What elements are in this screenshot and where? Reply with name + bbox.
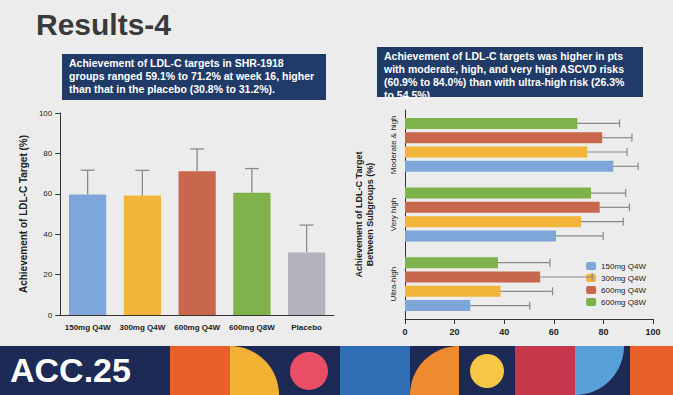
- svg-text:0: 0: [48, 311, 53, 320]
- svg-text:Between Subgroups (%): Between Subgroups (%): [365, 163, 375, 267]
- html-text:Achievement of LDL-C targets i: Achievement of LDL-C targets in SHR-1918…: [69, 57, 315, 96]
- svg-text:100: 100: [645, 327, 660, 337]
- svg-text:80: 80: [598, 327, 608, 337]
- svg-text:600mg Q8W: 600mg Q8W: [229, 323, 275, 332]
- svg-text:Achievement of LDL-C Target (%: Achievement of LDL-C Target (%): [18, 135, 29, 293]
- html-text:Results-4: Results-4: [36, 8, 171, 41]
- svg-text:300mg Q4W: 300mg Q4W: [119, 323, 165, 332]
- svg-text:600mg Q4W: 600mg Q4W: [601, 286, 646, 295]
- svg-text:600mg Q8W: 600mg Q8W: [601, 298, 646, 307]
- svg-text:Very high: Very high: [389, 198, 398, 231]
- svg-text:60: 60: [43, 189, 52, 198]
- html-text:ACC.25: ACC.25: [10, 351, 131, 389]
- svg-text:150mg Q4W: 150mg Q4W: [601, 262, 646, 271]
- svg-text:80: 80: [43, 149, 52, 158]
- svg-text:Achievement of LDL-C Target: Achievement of LDL-C Target: [354, 152, 364, 278]
- svg-text:300mg Q4W: 300mg Q4W: [601, 274, 646, 283]
- svg-text:Ultra-high: Ultra-high: [389, 267, 398, 302]
- svg-text:Moderate & high: Moderate & high: [389, 115, 398, 174]
- svg-text:150mg Q4W: 150mg Q4W: [65, 323, 111, 332]
- svg-text:0: 0: [402, 327, 407, 337]
- svg-text:Placebo: Placebo: [291, 323, 322, 332]
- svg-text:600mg Q4W: 600mg Q4W: [174, 323, 220, 332]
- html-text:Achievement of LDL-C targets w: Achievement of LDL-C targets was higher …: [384, 50, 625, 102]
- svg-text:60: 60: [549, 327, 559, 337]
- svg-text:40: 40: [499, 327, 509, 337]
- svg-text:20: 20: [43, 270, 52, 279]
- svg-text:20: 20: [450, 327, 460, 337]
- svg-text:100: 100: [39, 109, 53, 118]
- svg-text:40: 40: [43, 230, 52, 239]
